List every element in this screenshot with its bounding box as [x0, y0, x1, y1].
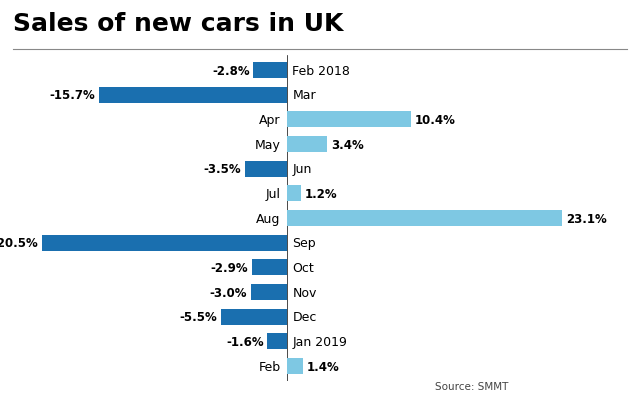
Text: Dec: Dec: [292, 310, 317, 324]
Text: -5.5%: -5.5%: [180, 310, 218, 324]
Bar: [287, 186, 301, 202]
Bar: [99, 87, 287, 103]
Text: -1.6%: -1.6%: [226, 335, 264, 348]
Text: 1.4%: 1.4%: [307, 360, 340, 373]
Text: May: May: [255, 138, 280, 151]
Bar: [252, 260, 287, 276]
Text: 3.4%: 3.4%: [331, 138, 364, 151]
Bar: [251, 284, 287, 300]
Text: -3.5%: -3.5%: [204, 163, 241, 176]
Text: Feb: Feb: [259, 360, 280, 373]
Bar: [244, 161, 287, 177]
Text: -20.5%: -20.5%: [0, 237, 38, 250]
Text: -2.9%: -2.9%: [211, 261, 248, 274]
Text: 1.2%: 1.2%: [305, 187, 337, 200]
Bar: [287, 211, 563, 227]
Text: -3.0%: -3.0%: [210, 286, 247, 299]
Text: Aug: Aug: [256, 212, 280, 225]
Text: Jul: Jul: [266, 187, 280, 200]
Bar: [221, 309, 287, 325]
Bar: [268, 334, 287, 350]
Text: Jan 2019: Jan 2019: [292, 335, 348, 348]
Text: Feb 2018: Feb 2018: [292, 65, 350, 77]
Text: Sales of new cars in UK: Sales of new cars in UK: [13, 12, 343, 36]
Text: Mar: Mar: [292, 89, 316, 102]
Bar: [42, 235, 287, 251]
Text: Apr: Apr: [259, 113, 280, 127]
Bar: [287, 358, 303, 374]
Text: 10.4%: 10.4%: [414, 113, 455, 127]
Text: Source: SMMT: Source: SMMT: [435, 381, 509, 391]
Bar: [253, 63, 287, 79]
Text: 23.1%: 23.1%: [566, 212, 607, 225]
Text: Jun: Jun: [292, 163, 312, 176]
Text: PA: PA: [581, 373, 606, 391]
Text: Oct: Oct: [292, 261, 314, 274]
Bar: [287, 137, 327, 153]
Text: Nov: Nov: [292, 286, 317, 299]
Text: -15.7%: -15.7%: [50, 89, 95, 102]
Text: Sep: Sep: [292, 237, 316, 250]
Bar: [287, 112, 411, 128]
Text: -2.8%: -2.8%: [212, 65, 250, 77]
